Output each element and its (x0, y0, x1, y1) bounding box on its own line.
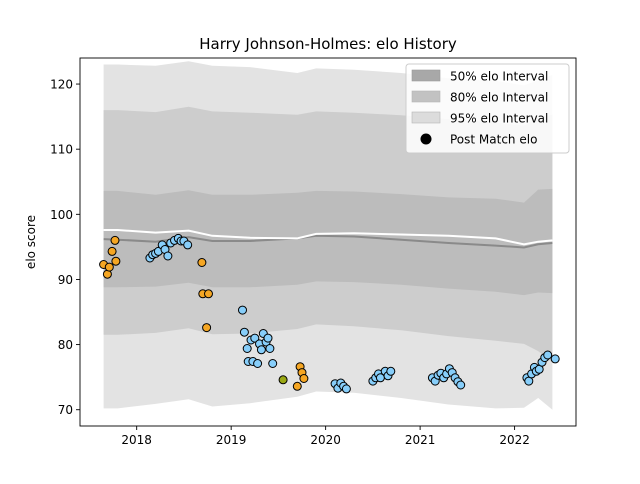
legend-label: 50% elo Interval (450, 70, 548, 84)
x-tick-label: 2022 (499, 433, 530, 447)
post-match-point (299, 374, 309, 383)
post-match-point (341, 384, 351, 394)
post-match-point (550, 354, 560, 364)
post-match-point (268, 359, 278, 368)
legend-swatch (411, 90, 441, 103)
plot-frame (79, 57, 577, 427)
post-match-point (456, 380, 466, 390)
mean-elo-line (103, 229, 553, 246)
post-match-point (238, 305, 247, 315)
y-tick-label: 70 (58, 403, 73, 417)
legend-label: Post Match elo (450, 133, 537, 147)
y-tick-label: 120 (50, 78, 73, 92)
post-match-point (110, 235, 120, 245)
post-match-point (253, 359, 263, 368)
post-match-point (242, 344, 252, 353)
post-match-point (204, 289, 213, 299)
legend-label: 95% elo Interval (450, 112, 548, 126)
post-match-point (265, 344, 275, 353)
post-match-point (197, 258, 207, 267)
y-tick-label: 110 (50, 143, 73, 157)
legend-swatch (411, 111, 441, 124)
x-tick-label: 2019 (216, 433, 247, 447)
y-tick-label: 90 (58, 273, 73, 287)
y-tick-label: 80 (58, 338, 73, 352)
post-match-point (263, 333, 273, 343)
legend-marker (420, 133, 432, 145)
post-match-point (202, 323, 212, 333)
legend: 50% elo Interval 80% elo Interval 95% elo … (405, 63, 570, 154)
post-match-point (111, 256, 121, 266)
post-match-point (256, 345, 266, 355)
post-match-point (278, 375, 288, 385)
post-match-point (292, 381, 302, 391)
post-match-point (104, 262, 114, 272)
post-match-point (107, 246, 117, 256)
post-match-point (163, 251, 173, 261)
chart-title: Harry Johnson-Holmes: elo History (199, 35, 457, 53)
post-match-point (239, 327, 249, 337)
post-match-point (386, 366, 396, 376)
legend-label: 80% elo Interval (450, 91, 548, 105)
legend-swatch (411, 69, 441, 82)
band-50-interval (103, 188, 553, 296)
x-tick-label: 2020 (310, 433, 341, 447)
y-tick-label: 100 (50, 208, 73, 222)
median-elo-line (103, 234, 553, 249)
x-tick-label: 2018 (121, 433, 152, 447)
post-match-point (183, 240, 193, 250)
x-axis: 2018 2019 2020 2021 2022 (121, 426, 530, 447)
post-match-point (250, 333, 260, 343)
y-axis-label: elo score (24, 215, 38, 269)
y-axis: 70 80 90 100 110 120 (50, 78, 80, 417)
x-tick-label: 2021 (405, 433, 436, 447)
post-match-point (543, 350, 553, 360)
legend-box (405, 63, 570, 154)
